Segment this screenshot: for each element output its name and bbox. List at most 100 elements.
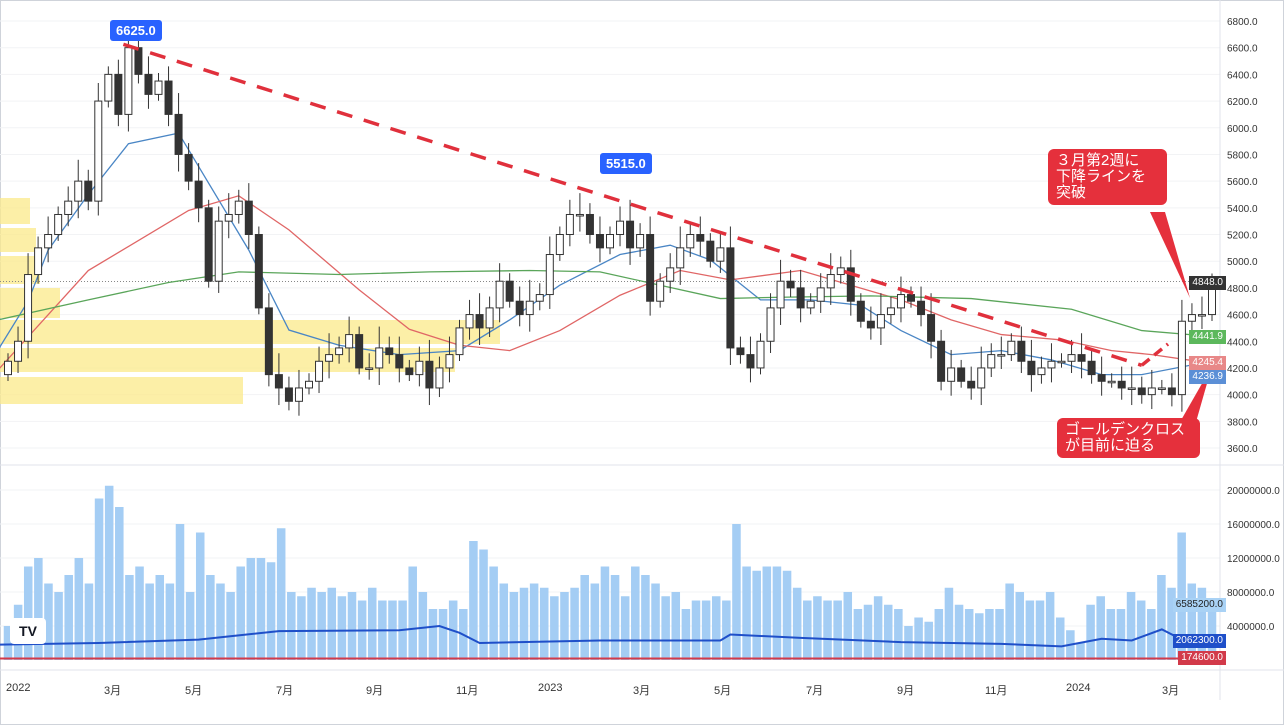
candle-up [545,254,554,296]
candle-up [987,354,996,369]
time-label: 7月 [276,685,294,697]
volume-bar [985,609,994,660]
candle-up [234,200,243,215]
volume-bar [216,583,225,660]
candle-up [977,367,986,389]
volume-bar [1136,600,1146,660]
volume-bar [661,596,670,660]
candle-down [405,367,414,376]
volume-bar [924,621,933,660]
candle-down [1137,387,1146,396]
candle-up [1197,314,1206,317]
volume-bar [1207,604,1217,660]
candle-up [756,340,765,369]
volume-bar [479,549,488,660]
candle-up [535,294,544,302]
volume-bar [641,575,650,660]
volume-ma2-badge: 174600.0 [1178,651,1226,665]
time-label: 9月 [366,685,384,697]
volume-bar [165,583,175,660]
candle-down [907,294,915,302]
volume-bar [732,524,741,660]
volume-bar [54,592,63,660]
candle-up [676,247,685,269]
candle-down [425,360,434,389]
candle-up [34,247,43,276]
ma-short-badge: 4236.9 [1189,370,1226,384]
price-tick-label: 5200.0 [1227,231,1258,242]
price-tick-label: 6000.0 [1227,124,1258,135]
volume-bar [499,583,509,660]
volume-bar [175,524,185,660]
volume-bar [1126,592,1136,660]
candle-down [475,314,484,329]
volume-bar [115,507,124,660]
volume-bar [681,609,691,660]
trendline-dashed [1140,342,1170,367]
callout-line: 下降ラインを [1056,168,1147,185]
volume-bar [934,609,944,660]
candle-up [896,294,905,309]
candle-down [746,354,755,369]
candle-down [595,234,604,249]
candle-up [1187,314,1196,322]
candle-down [144,73,153,95]
candle-up [375,347,384,369]
volume-bar [3,626,13,660]
candle-up [54,213,63,236]
time-label: 11月 [456,685,479,697]
volume-bar [307,587,316,660]
volume-bar [1086,604,1095,660]
candle-up [415,360,424,376]
tradingview-logo[interactable]: TV [10,618,46,644]
volume-profile-box [0,198,30,224]
time-label: 7月 [806,685,824,697]
candle-up [4,360,12,376]
candle-down [585,213,594,236]
candle-down [114,73,123,115]
volume-bar [539,587,549,660]
time-label: 9月 [897,685,915,697]
volume-bar [1177,532,1186,660]
volume-bar [1197,587,1207,660]
candle-up [1047,360,1056,369]
volume-bar [185,592,195,660]
volume-tick-label: 4000000.0 [1227,622,1275,633]
price-tick-label: 5600.0 [1227,177,1258,188]
candle-up [154,80,163,95]
volume-bar [772,566,782,660]
candle-up [1127,387,1136,390]
high-label-5515: 5515.0 [600,153,652,174]
volume-bar [408,566,417,660]
volume-bar [135,566,144,660]
candle-down [937,340,946,382]
candle-up [886,307,895,316]
volume-bar [863,604,873,660]
volume-bar [883,604,893,660]
volume-bar [651,583,660,660]
candle-down [957,367,966,382]
volume-bar [914,617,923,660]
volume-bar [620,596,630,660]
volume-profile-box [0,320,500,344]
volume-bar [610,575,620,660]
volume-bar [782,570,792,660]
candle-up [776,280,785,309]
volume-bar [843,592,853,660]
candle-up [836,267,845,276]
volume-bar [671,592,681,660]
candle-down [856,300,865,322]
volume-bar [894,609,903,660]
candle-down [274,374,283,389]
volume-bar [1035,600,1045,660]
candle-up [1107,380,1116,384]
ma-long-badge: 4441.9 [1189,330,1226,344]
volume-bar [74,558,84,660]
candle-down [254,234,263,309]
candle-up [947,367,956,382]
candle-down [796,287,805,309]
candle-down [204,207,213,282]
volume-bar [813,596,822,660]
candle-up [14,340,23,362]
